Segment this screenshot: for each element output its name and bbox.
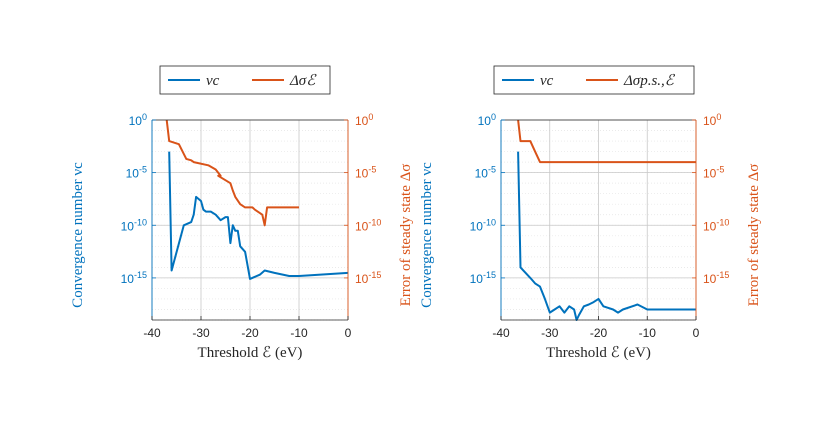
y-left-tick-label-exp: -10 [483,217,496,227]
legend: νc Δσp.s.,ℰ [493,65,695,95]
series-line-delta-sigma [165,119,299,227]
x-tick-label: -10 [290,326,308,340]
y-left-tick-label: 10-5 [126,165,147,181]
y-right-tick-label-base: 10 [355,219,369,233]
y-right-tick-label-base: 10 [703,114,717,128]
y-right-tick-label-exp: -10 [368,217,381,227]
y-right-tick-label: 10-5 [703,165,724,181]
y-right-tick-label: 10-5 [355,165,376,181]
x-tick-label: -30 [541,326,559,340]
y-right-tick-label-exp: 0 [716,112,721,122]
y-left-tick-label: 100 [129,112,147,128]
y-right-tick-label: 10-15 [703,270,729,286]
y-left-tick-label-exp: -15 [134,270,147,280]
x-tick-label: -40 [143,326,161,340]
y-right-tick-label-exp: -15 [716,270,729,280]
y-left-axis-label: Convergence number νc [70,162,86,308]
y-right-axis-label: Error of steady state Δσ [746,164,762,307]
x-tick-label: 0 [693,326,700,340]
y-left-tick-label: 10-15 [121,270,147,286]
y-right-tick-label-exp: -5 [368,165,376,175]
x-tick-label: -20 [590,326,608,340]
x-tick-label: -30 [192,326,210,340]
legend-label: Δσp.s.,ℰ [623,73,676,89]
y-right-tick-label-exp: -5 [716,165,724,175]
y-right-tick-label-base: 10 [355,272,369,286]
y-left-tick-label: 10-15 [470,270,496,286]
y-left-tick-label-exp: -5 [488,165,496,175]
panel-1: -40 -30 -20 -10 010010-510-1010-1510010-510-… [70,65,414,361]
y-right-axis-label: Error of steady state Δσ [398,164,414,307]
y-left-tick-label-base: 10 [470,272,484,286]
y-left-tick-label-exp: 0 [142,112,147,122]
y-left-tick-label: 10-5 [475,165,496,181]
y-right-tick-label: 100 [355,112,373,128]
x-tick-label: -40 [492,326,510,340]
grid [500,119,697,320]
series-line-delta-sigma [517,119,696,164]
y-left-tick-label-base: 10 [475,167,489,181]
x-axis-label: Threshold ℰ (eV) [546,345,651,361]
y-left-tick-label-base: 10 [121,219,135,233]
y-left-axis-label: Convergence number νc [419,162,435,308]
y-right-tick-label-exp: -15 [368,270,381,280]
y-right-tick-label-base: 10 [703,272,717,286]
y-right-tick-label-base: 10 [703,219,717,233]
y-right-tick-label-base: 10 [703,167,717,181]
y-left-tick-label-base: 10 [470,219,484,233]
y-right-tick-label-exp: 0 [368,112,373,122]
y-right-tick-label: 100 [703,112,721,128]
y-left-tick-label-base: 10 [121,272,135,286]
y-left-tick-label-exp: -15 [483,270,496,280]
y-left-tick-label-exp: -5 [139,165,147,175]
y-left-tick-label: 100 [478,112,496,128]
legend: νc Δσℰ [159,65,331,95]
x-tick-label: -20 [241,326,259,340]
legend-label: νc [540,73,554,89]
y-right-tick-label: 10-15 [355,270,381,286]
y-right-tick-label-base: 10 [355,114,369,128]
x-axis-label: Threshold ℰ (eV) [198,345,303,361]
panel-2: -40 -30 -20 -10 010010-510-1010-1510010-510-… [419,65,762,361]
x-tick-label: -10 [639,326,657,340]
legend-label: νc [206,73,220,89]
legend-label: Δσℰ [289,73,317,89]
y-right-tick-label: 10-10 [703,217,729,233]
y-left-tick-label-base: 10 [129,114,143,128]
y-left-tick-label: 10-10 [470,217,496,233]
y-right-tick-label: 10-10 [355,217,381,233]
x-tick-label: 0 [345,326,352,340]
y-right-tick-label-exp: -10 [716,217,729,227]
y-left-tick-label-exp: -10 [134,217,147,227]
y-right-tick-label-base: 10 [355,167,369,181]
y-left-tick-label-base: 10 [478,114,492,128]
y-left-tick-label: 10-10 [121,217,147,233]
series-line-nu-c [168,151,349,280]
y-left-tick-label-exp: 0 [491,112,496,122]
y-left-tick-label-base: 10 [126,167,140,181]
